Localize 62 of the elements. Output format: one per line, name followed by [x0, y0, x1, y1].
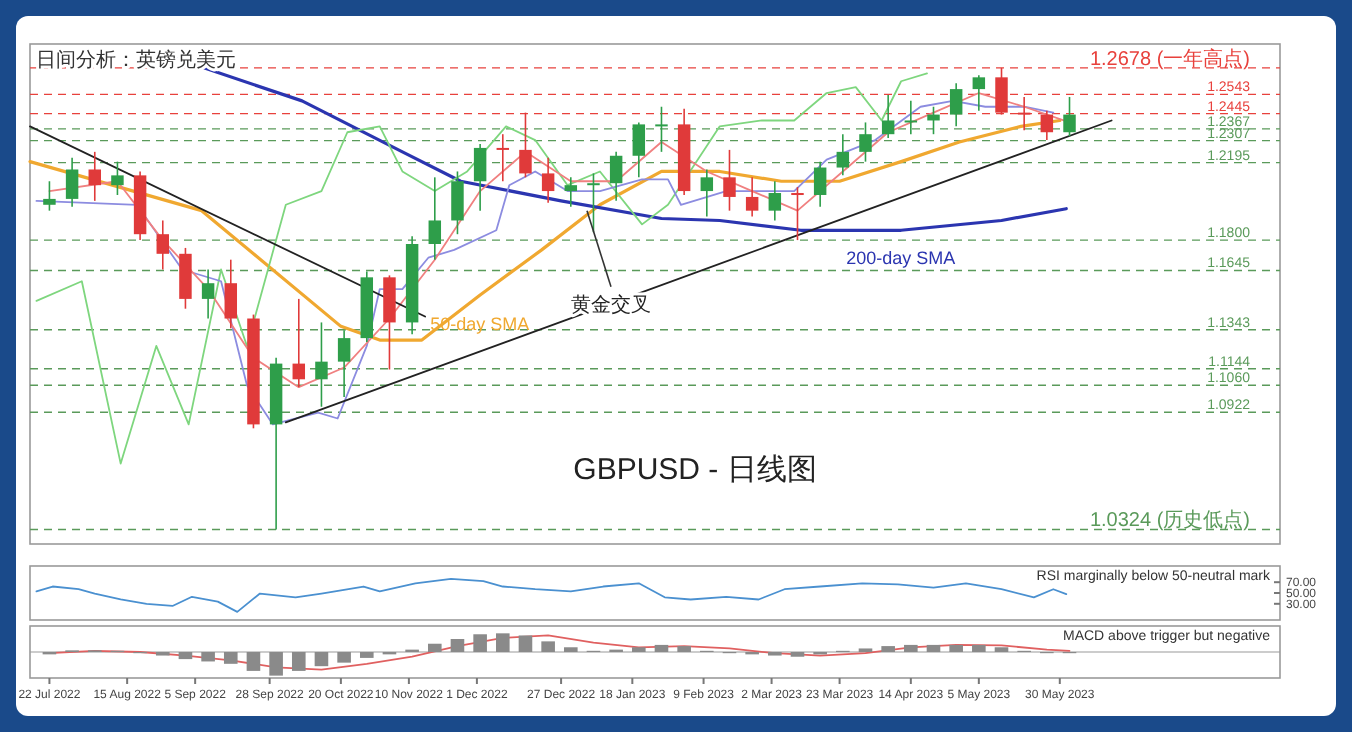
- candlestick: [428, 176, 442, 261]
- bar: [949, 644, 963, 652]
- candlestick: [904, 100, 918, 135]
- candlestick: [111, 160, 124, 196]
- candlestick: [156, 219, 170, 271]
- bar: [291, 652, 306, 671]
- candlestick: [632, 121, 646, 179]
- bar: [450, 639, 465, 652]
- candlestick: [564, 176, 578, 208]
- bar: [904, 644, 918, 652]
- bar: [246, 652, 261, 671]
- text: GBPUSD - 日线图: [573, 453, 817, 487]
- candlestick: [88, 151, 101, 202]
- candlestick: [859, 121, 872, 163]
- line-series: [35, 578, 1068, 613]
- candlestick: [43, 180, 56, 212]
- candlestick: [337, 329, 351, 398]
- bar: [881, 646, 895, 652]
- bar: [178, 652, 193, 660]
- bar: [337, 652, 351, 663]
- ref-line-label: 1.2678 (一年高点): [1089, 46, 1250, 71]
- bar: [201, 652, 215, 662]
- candlestick: [813, 160, 827, 208]
- candlestick: [655, 105, 668, 153]
- candlestick: [587, 172, 600, 234]
- candlestick: [972, 74, 986, 112]
- bar: [427, 643, 442, 652]
- bar: [496, 633, 510, 652]
- candlestick: [541, 156, 555, 204]
- candlestick: [451, 170, 464, 235]
- candlestick: [949, 82, 963, 128]
- series-label: 200-day SMA: [846, 248, 956, 269]
- bar: [223, 652, 238, 664]
- candlestick: [383, 274, 396, 371]
- bar: [972, 644, 986, 652]
- candlestick: [292, 298, 306, 388]
- candlestick: [201, 268, 215, 320]
- candlestick: [881, 94, 895, 139]
- candlestick: [224, 258, 238, 330]
- candlestick: [700, 168, 714, 218]
- bar: [926, 644, 941, 652]
- candlestick: [609, 151, 623, 202]
- candlestick: [179, 247, 192, 310]
- candlestick: [836, 133, 850, 177]
- bar: [314, 652, 329, 667]
- candlestick: [496, 133, 510, 183]
- candlestick: [723, 149, 736, 212]
- candlestick: [473, 143, 487, 212]
- bar: [677, 646, 691, 652]
- candlestick: [1063, 96, 1076, 137]
- candlestick: [315, 321, 328, 408]
- bar: [654, 644, 669, 652]
- candlestick: [745, 176, 759, 218]
- bar: [473, 634, 487, 652]
- bar: [541, 641, 555, 652]
- candlestick: [791, 186, 804, 241]
- bar: [359, 652, 374, 658]
- candlestick: [768, 180, 782, 222]
- ref-line-label: 1.0324 (历史低点): [1089, 508, 1250, 533]
- bar: [518, 635, 533, 652]
- candlestick: [65, 156, 79, 208]
- bar: [269, 652, 283, 676]
